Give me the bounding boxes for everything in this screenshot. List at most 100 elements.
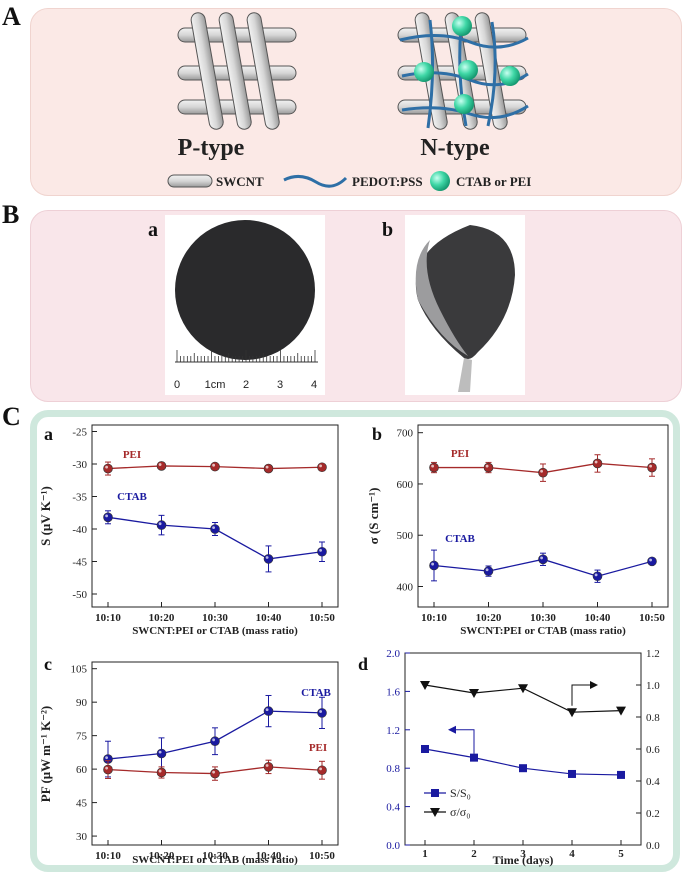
data-point-ctab [317, 708, 327, 718]
x-tick-label: 3 [520, 848, 526, 860]
y-tick-label: -30 [72, 459, 87, 471]
y-tick-label-right: 1.2 [646, 648, 660, 660]
data-point-ctab [263, 706, 274, 716]
data-point-highlight [540, 556, 543, 560]
panel-b-background [30, 210, 682, 402]
legend-marker-s [431, 789, 439, 797]
n-type-label: N-type [420, 135, 490, 161]
data-point-pei [263, 762, 274, 772]
panel-a-legend: SWCNT PEDOT:PSS CTAB or PEI [167, 171, 531, 191]
data-point-ctab [210, 736, 220, 747]
x-tick-label: 10:30 [530, 612, 556, 624]
chart-d-frame [404, 652, 642, 846]
data-point-highlight [105, 756, 108, 760]
series-label-pei: PEI [123, 449, 141, 461]
data-point-highlight [212, 463, 216, 467]
chart-d: d 0.0 0.4 0.8 1.2 1.6 2.0 0.0 0.2 0.4 0.6 0.8 1.0 1.… [358, 648, 660, 867]
y-tick-label-left: 0.8 [386, 763, 400, 775]
data-point-s-ratio [568, 769, 576, 778]
data-point-highlight [212, 738, 216, 742]
y-tick-label: 700 [397, 428, 414, 440]
data-point-pei [592, 458, 603, 469]
data-point-pei [317, 462, 327, 473]
y-tick-label: 500 [397, 530, 414, 542]
data-point-highlight [265, 465, 269, 469]
x-tick-label: 10:50 [309, 850, 335, 862]
p-type-grid [177, 12, 297, 130]
y-tick-label-right: 0.4 [646, 776, 660, 788]
data-point-highlight [319, 464, 322, 468]
data-point-s-ratio [470, 753, 478, 762]
x-tick-label: 10:10 [95, 850, 121, 862]
data-point-ctab [647, 556, 657, 567]
data-point-highlight [105, 766, 108, 770]
data-point-sigma-ratio [567, 708, 577, 718]
right-axis-arrow-head [590, 681, 598, 689]
panel-label-a: A [2, 2, 21, 31]
data-point-pei [429, 462, 439, 473]
data-point-highlight [319, 548, 322, 552]
data-point-highlight [431, 562, 434, 566]
data-point-highlight [212, 526, 216, 529]
panel-a-background [30, 8, 682, 196]
data-point-sigma-ratio [518, 684, 528, 694]
flexed-film [415, 225, 515, 392]
y-tick-label: -50 [72, 589, 87, 601]
legend-label-s: S/S₀ [450, 786, 471, 800]
chart-c-letter: c [44, 654, 52, 674]
y-tick-label: -40 [72, 524, 87, 536]
data-point-highlight [540, 469, 543, 473]
legend-pedot: PEDOT:PSS [352, 174, 423, 189]
data-point-ctab [317, 546, 327, 557]
left-axis-arrow-head [448, 725, 456, 734]
chart-b-ylabel: σ (S cm⁻¹) [366, 488, 381, 545]
data-point-ctab [592, 571, 603, 582]
x-tick-label: 10:50 [639, 612, 665, 624]
data-point-s-ratio [421, 745, 429, 753]
y-tick-label: -25 [72, 427, 87, 439]
y-tick-label-right: 0.6 [646, 744, 660, 756]
x-tick-label: 10:10 [95, 612, 121, 624]
ruler-label-3: 3 [277, 379, 283, 391]
chart-c-xlabel: SWCNT:PEI or CTAB (mass ratio) [132, 854, 298, 866]
x-tick-label: 10:20 [476, 612, 502, 624]
x-tick-label: 10:50 [309, 612, 335, 624]
data-point-ctab [156, 520, 167, 530]
data-point-highlight [594, 573, 598, 577]
x-tick-label: 10:40 [256, 850, 282, 862]
data-point-highlight [485, 568, 489, 572]
data-point-pei [156, 461, 167, 471]
data-point-ctab [483, 566, 494, 576]
data-point-highlight [319, 710, 322, 713]
chart-a-xlabel: SWCNT:PEI or CTAB (mass ratio) [132, 625, 298, 637]
y-tick-label: 60 [76, 764, 88, 776]
y-tick-label-right: 0.2 [646, 808, 660, 820]
ruler: 0 1cm 2 3 4 [174, 350, 318, 391]
data-point-highlight [265, 708, 269, 712]
x-tick-label: 1 [422, 848, 428, 860]
left-axis-arrow [454, 729, 475, 754]
series-label-ctab: CTAB [301, 687, 331, 699]
data-point-pei [210, 461, 220, 472]
series-label-ctab: CTAB [445, 533, 475, 545]
data-point-pei [156, 767, 167, 778]
data-point-s-ratio [617, 770, 625, 779]
sphere-legend-icon [430, 171, 450, 191]
y-tick-label: 45 [76, 798, 88, 810]
x-tick-label: 4 [569, 848, 575, 860]
data-point-highlight [105, 465, 108, 469]
y-tick-label: -45 [72, 557, 87, 569]
data-point-highlight [649, 464, 652, 468]
data-point-sigma-ratio [420, 681, 430, 690]
x-tick-label: 10:40 [256, 612, 282, 624]
panel-b-sub-b: b [382, 219, 393, 241]
y-tick-label: -35 [72, 492, 87, 504]
data-point-pei [103, 463, 113, 474]
ruler-label-0: 0 [174, 379, 180, 391]
data-point-highlight [265, 556, 269, 559]
data-point-highlight [158, 769, 162, 773]
data-point-sigma-ratio [469, 689, 479, 698]
data-point-ctab [263, 554, 274, 564]
n-type-grid [397, 12, 529, 130]
